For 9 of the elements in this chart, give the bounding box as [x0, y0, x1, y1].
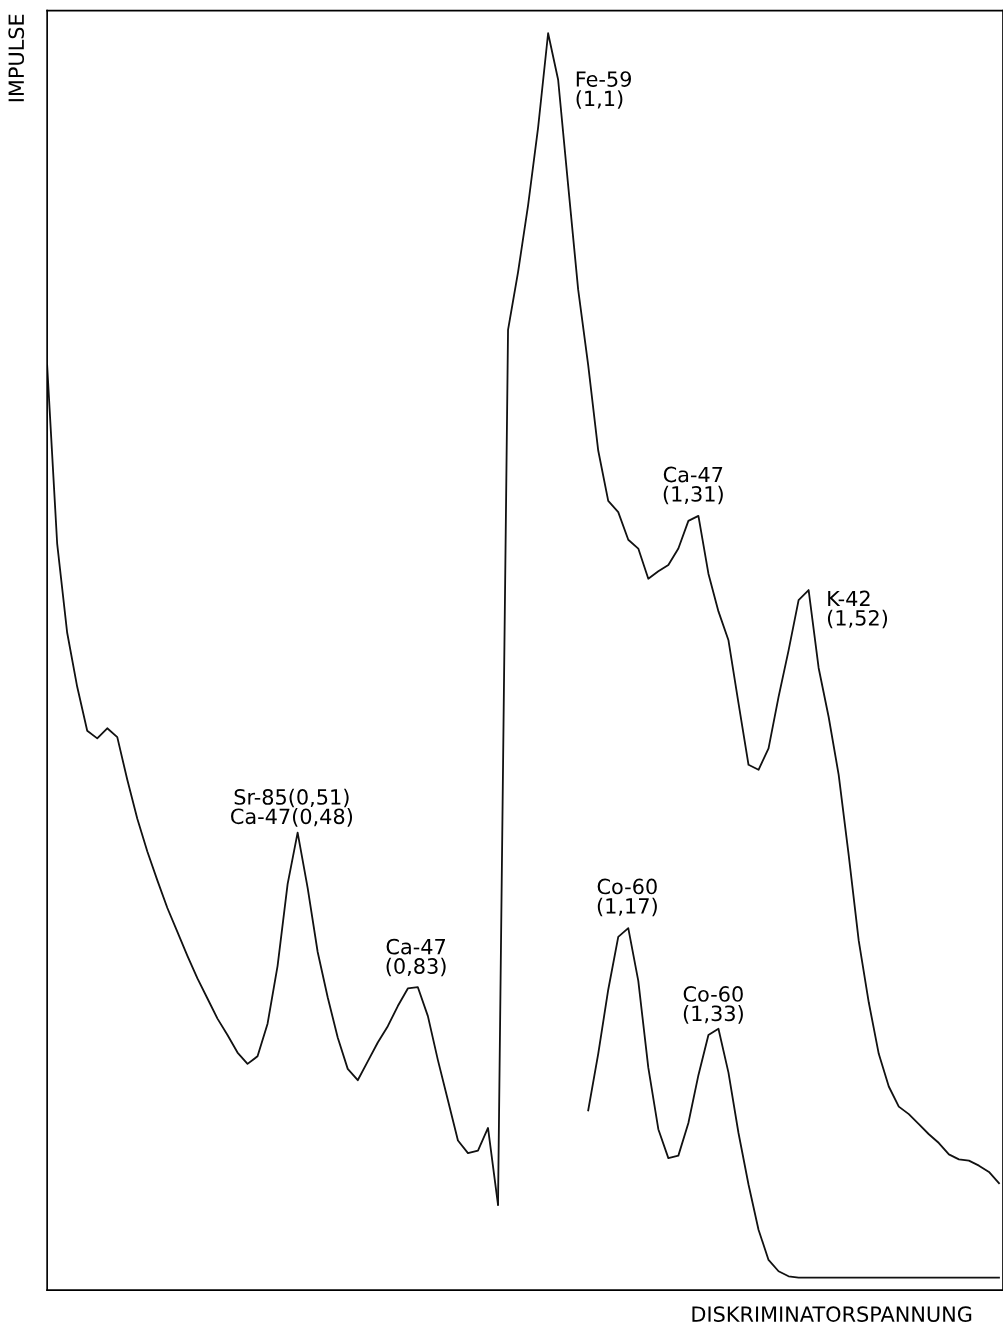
annotation: Ca-47 (0,83): [386, 938, 446, 977]
annotation: Fe-59 (1,1): [576, 71, 631, 109]
annotation: Co-60 (1,17): [597, 878, 657, 917]
x-axis-title: DISKRIMINATORSPANNUNG: [692, 1306, 972, 1322]
annotation: Sr-85(0,51) Ca-47(0,48): [231, 788, 353, 827]
annotation: K-42 (1,52): [827, 590, 888, 629]
y-axis-title: IMPULSE: [8, 14, 25, 102]
annotation: Co-60 (1,33): [683, 986, 743, 1024]
annotation: Ca-47 (1,31): [663, 466, 723, 505]
